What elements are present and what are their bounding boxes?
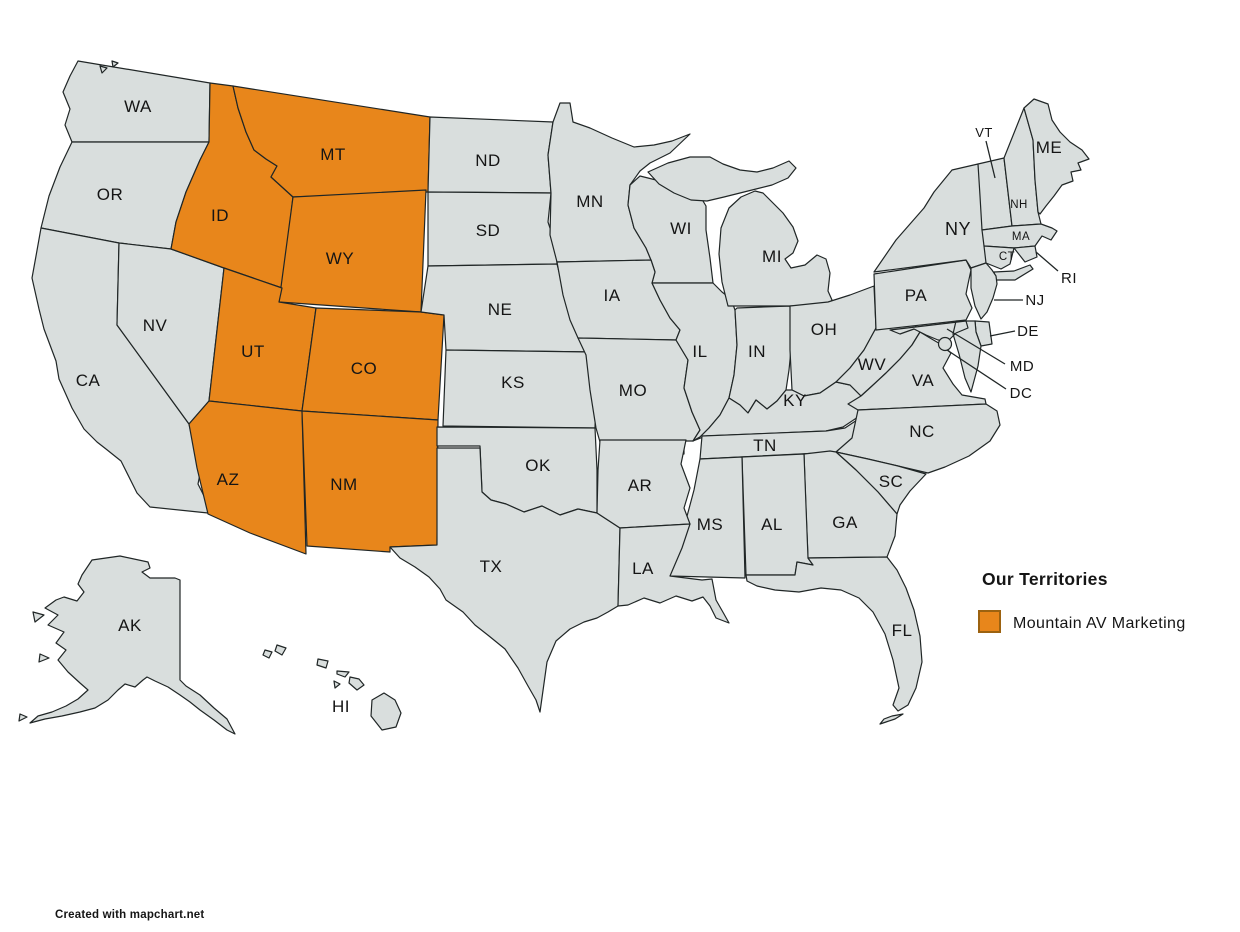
state-fl[interactable] — [745, 556, 923, 725]
legend-swatch — [978, 610, 1001, 633]
state-label-fl: FL — [892, 621, 913, 640]
state-label-ak: AK — [118, 616, 142, 635]
state-wa[interactable] — [62, 60, 211, 143]
state-label-wi: WI — [670, 219, 692, 238]
state-nj[interactable] — [970, 262, 998, 320]
state-label-nh: NH — [1010, 199, 1028, 211]
state-az[interactable] — [188, 400, 307, 555]
state-label-ar: AR — [628, 476, 653, 495]
state-label-de: DE — [1017, 323, 1039, 340]
state-label-ok: OK — [525, 456, 551, 475]
state-label-mn: MN — [576, 192, 603, 211]
state-label-ct: CT — [999, 251, 1015, 263]
state-label-tx: TX — [480, 557, 503, 576]
state-label-wy: WY — [326, 249, 354, 268]
state-label-ne: NE — [488, 300, 513, 319]
state-label-nm: NM — [330, 475, 357, 494]
state-co[interactable] — [301, 307, 445, 421]
state-label-md: MD — [1010, 358, 1034, 375]
state-label-wv: WV — [858, 355, 887, 374]
state-label-az: AZ — [217, 470, 240, 489]
state-label-me: ME — [1036, 138, 1063, 157]
state-label-dc: DC — [1010, 385, 1033, 402]
leader-line-md — [946, 328, 1006, 365]
state-tx[interactable] — [389, 447, 621, 713]
state-label-mt: MT — [320, 145, 346, 164]
state-label-ia: IA — [603, 286, 620, 305]
state-label-pa: PA — [905, 286, 928, 305]
state-ky[interactable] — [692, 381, 871, 442]
state-la[interactable] — [617, 523, 730, 624]
state-label-id: ID — [211, 206, 229, 225]
state-label-vt: VT — [975, 125, 993, 140]
state-ri[interactable] — [1013, 245, 1038, 263]
state-nm[interactable] — [301, 410, 439, 553]
state-label-ri: RI — [1061, 270, 1077, 287]
state-label-il: IL — [692, 342, 707, 361]
state-label-nj: NJ — [1025, 292, 1044, 309]
state-label-in: IN — [748, 342, 766, 361]
state-ak[interactable] — [18, 555, 236, 735]
state-label-ks: KS — [501, 373, 525, 392]
state-hi[interactable] — [262, 644, 402, 731]
state-label-oh: OH — [811, 320, 838, 339]
state-label-ms: MS — [697, 515, 724, 534]
state-label-wa: WA — [124, 97, 152, 116]
state-me[interactable] — [1023, 98, 1090, 215]
state-label-ca: CA — [76, 371, 101, 390]
legend-title: Our Territories — [982, 569, 1108, 589]
state-labels: WA OR CA NV ID MT WY UT CO AZ NM ND SD N… — [76, 97, 1077, 716]
attribution-text: Created with mapchart.net — [55, 909, 204, 921]
state-label-or: OR — [97, 185, 124, 204]
legend: Our Territories Mountain AV Marketing — [978, 569, 1186, 633]
state-ar[interactable] — [596, 439, 691, 529]
state-dc[interactable] — [937, 336, 953, 352]
state-label-va: VA — [912, 371, 935, 390]
state-label-mo: MO — [619, 381, 647, 400]
state-label-ky: KY — [783, 391, 807, 410]
state-label-mi: MI — [762, 247, 782, 266]
state-label-la: LA — [632, 559, 654, 578]
state-label-ma: MA — [1012, 231, 1030, 243]
state-label-ga: GA — [832, 513, 858, 532]
state-label-nd: ND — [475, 151, 501, 170]
state-label-ny: NY — [945, 219, 971, 239]
state-label-al: AL — [761, 515, 783, 534]
state-ct[interactable] — [983, 245, 1015, 270]
state-label-tn: TN — [753, 436, 777, 455]
state-label-sc: SC — [879, 472, 904, 491]
state-label-nv: NV — [143, 316, 168, 335]
state-label-sd: SD — [476, 221, 501, 240]
state-mi[interactable] — [647, 156, 833, 307]
leader-line-de — [989, 330, 1016, 337]
state-mn[interactable] — [547, 102, 691, 263]
leader-line-vt — [985, 140, 996, 179]
leader-line-dc — [946, 349, 1007, 390]
states-layer — [18, 60, 1090, 735]
leader-lines — [946, 140, 1059, 390]
state-label-nc: NC — [909, 422, 935, 441]
state-label-ut: UT — [241, 342, 265, 361]
state-label-co: CO — [351, 359, 378, 378]
state-label-hi: HI — [332, 697, 350, 716]
leader-line-ri — [1035, 251, 1059, 272]
legend-item-label: Mountain AV Marketing — [1013, 615, 1186, 632]
